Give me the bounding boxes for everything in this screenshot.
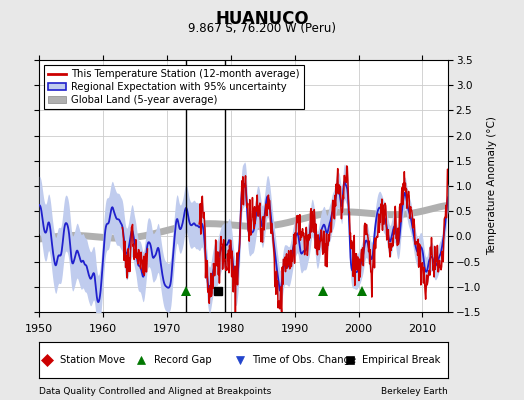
Legend: This Temperature Station (12-month average), Regional Expectation with 95% uncer: This Temperature Station (12-month avera…	[45, 65, 304, 109]
Text: 1950: 1950	[25, 324, 53, 334]
Text: 2010: 2010	[408, 324, 436, 334]
Text: 1980: 1980	[217, 324, 245, 334]
Text: Station Move: Station Move	[60, 355, 125, 365]
Text: Data Quality Controlled and Aligned at Breakpoints: Data Quality Controlled and Aligned at B…	[39, 387, 271, 396]
Text: Empirical Break: Empirical Break	[362, 355, 441, 365]
Text: 1970: 1970	[153, 324, 181, 334]
Text: HUANUCO: HUANUCO	[215, 10, 309, 28]
Text: Time of Obs. Change: Time of Obs. Change	[252, 355, 356, 365]
Text: 9.867 S, 76.200 W (Peru): 9.867 S, 76.200 W (Peru)	[188, 22, 336, 35]
Text: Record Gap: Record Gap	[154, 355, 211, 365]
Text: 2000: 2000	[345, 324, 373, 334]
Text: 1990: 1990	[281, 324, 309, 334]
Text: 1960: 1960	[89, 324, 117, 334]
Y-axis label: Temperature Anomaly (°C): Temperature Anomaly (°C)	[487, 116, 497, 256]
Text: Berkeley Earth: Berkeley Earth	[381, 387, 448, 396]
